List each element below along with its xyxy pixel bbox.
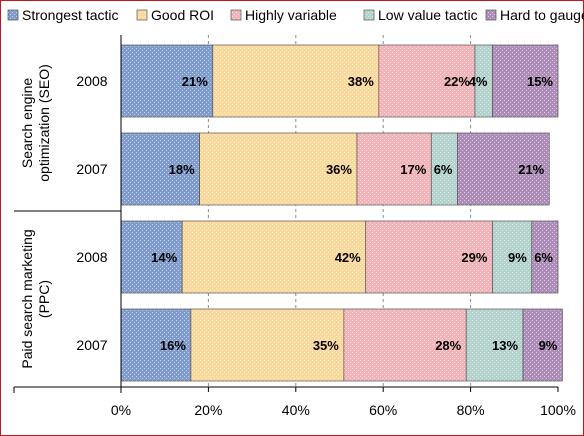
category-label-2008: 2008	[76, 73, 107, 89]
legend-swatch	[363, 9, 375, 21]
x-tick-labels: 0% 20% 40% 60% 80% 100%	[111, 402, 576, 418]
legend-swatch	[485, 9, 497, 21]
group-label-line: Search engine	[19, 78, 35, 169]
data-label: 6%	[534, 250, 553, 265]
legend-label: Hard to gauge	[500, 7, 584, 23]
bar-segment-hard-to-gauge	[492, 44, 559, 118]
bar-segment-low-value-tactic	[430, 132, 458, 206]
bars: 21% 38% 22%4% 15% 18% 36% 17% 6% 21% 14% 42% 29% 9% 6…	[120, 44, 563, 382]
data-label: 13%	[492, 338, 518, 353]
data-label: 38%	[348, 74, 374, 89]
bar-row-search-engine-optimization-seo-2008: 21% 38% 22%4% 15%	[120, 44, 559, 118]
gridlines	[207, 35, 472, 387]
data-label: 22%	[444, 74, 470, 89]
category-labels: 2008 2007 2008 2007 Search engine optimizatio…	[19, 64, 108, 368]
legend-item-low-value-tactic: Low value tactic	[363, 7, 478, 23]
data-label: 14%	[151, 250, 177, 265]
bar-segment-low-value-tactic	[492, 220, 533, 294]
category-label-2007: 2007	[76, 161, 107, 177]
data-label: 35%	[313, 338, 339, 353]
data-label: 21%	[182, 74, 208, 89]
legend-label: Good ROI	[151, 7, 214, 23]
x-tick-label: 60%	[369, 402, 397, 418]
bar-segment-highly-variable	[365, 220, 493, 294]
x-tick-label: 0%	[111, 402, 131, 418]
legend-item-highly-variable: Highly variable	[230, 7, 337, 23]
legend-item-hard-to-gauge: Hard to gauge	[485, 7, 584, 23]
bar-row-paid-search-marketing-ppc-2007: 16% 35% 28% 13% 9%	[120, 308, 563, 382]
data-label: 21%	[518, 162, 544, 177]
legend-item-good-roi: Good ROI	[136, 7, 214, 23]
axes	[13, 35, 559, 393]
data-label: 4%	[469, 74, 488, 89]
group-label-ppc: Paid search marketing (PPC)	[19, 229, 52, 368]
group-label-seo: Search engine optimization (SEO)	[19, 64, 52, 181]
bar-row-search-engine-optimization-seo-2007: 18% 36% 17% 6% 21%	[120, 132, 550, 206]
data-label: 28%	[435, 338, 461, 353]
legend-swatch	[7, 9, 19, 21]
bar-segment-strongest-tactic	[120, 220, 183, 294]
bar-segment-strongest-tactic	[120, 44, 214, 118]
group-label-line: optimization (SEO)	[36, 64, 52, 181]
bar-segment-highly-variable	[378, 44, 476, 118]
category-label-2008: 2008	[76, 249, 107, 265]
bar-segment-highly-variable	[343, 308, 467, 382]
bar-segment-good-roi	[212, 44, 380, 118]
data-label: 16%	[160, 338, 186, 353]
bar-segment-highly-variable	[356, 132, 432, 206]
legend-swatch	[136, 9, 148, 21]
data-label: 42%	[335, 250, 361, 265]
bar-segment-hard-to-gauge	[522, 308, 563, 382]
data-label: 36%	[326, 162, 352, 177]
x-tick-label: 80%	[457, 402, 485, 418]
bar-segment-good-roi	[199, 132, 358, 206]
category-label-2007: 2007	[76, 337, 107, 353]
bar-segment-good-roi	[181, 220, 367, 294]
bar-segment-low-value-tactic	[465, 308, 524, 382]
legend-label: Low value tactic	[378, 7, 478, 23]
data-label: 29%	[461, 250, 487, 265]
data-label: 15%	[527, 74, 553, 89]
x-tick-label: 40%	[282, 402, 310, 418]
group-label-line: (PPC)	[36, 280, 52, 318]
legend-label: Strongest tactic	[22, 7, 119, 23]
data-label: 18%	[169, 162, 195, 177]
data-label: 9%	[508, 250, 527, 265]
data-label: 17%	[400, 162, 426, 177]
bar-segment-strongest-tactic	[120, 132, 201, 206]
bar-row-paid-search-marketing-ppc-2008: 14% 42% 29% 9% 6%	[120, 220, 559, 294]
legend: Strongest tactic Good ROI Highly variable L…	[7, 7, 584, 23]
bar-segment-strongest-tactic	[120, 308, 192, 382]
x-tick-label: 20%	[194, 402, 222, 418]
bar-segment-hard-to-gauge	[457, 132, 550, 206]
bar-segment-hard-to-gauge	[531, 220, 559, 294]
legend-swatch	[230, 9, 242, 21]
legend-item-strongest-tactic: Strongest tactic	[7, 7, 119, 23]
data-label: 6%	[434, 162, 453, 177]
x-tick-label: 100%	[540, 402, 576, 418]
group-label-line: Paid search marketing	[19, 229, 35, 368]
bar-segment-good-roi	[190, 308, 345, 382]
data-label: 9%	[539, 338, 558, 353]
legend-label: Highly variable	[245, 7, 337, 23]
